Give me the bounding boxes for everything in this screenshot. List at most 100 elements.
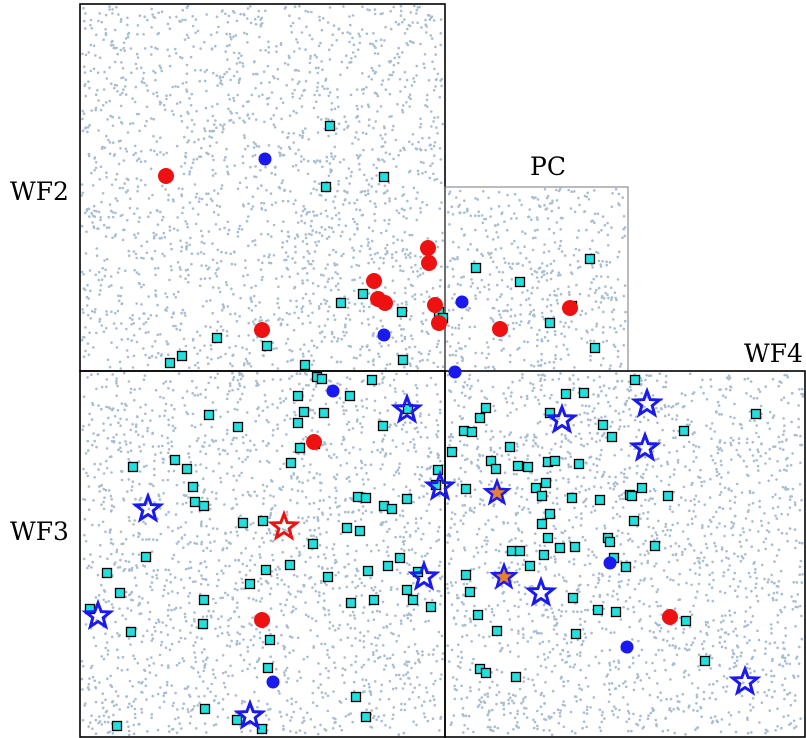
cyan-square-marker (176, 350, 188, 362)
cyan-square-marker (584, 253, 596, 265)
red-dot-marker (431, 315, 447, 331)
red-dot-marker (306, 434, 322, 450)
blue-open-star-marker (131, 491, 165, 523)
cyan-square-marker (316, 373, 328, 385)
cyan-square-marker (560, 388, 572, 400)
cyan-square-marker (566, 492, 578, 504)
cyan-square-marker (299, 359, 311, 371)
blue-open-star-marker (233, 698, 267, 730)
cyan-square-marker (402, 403, 414, 415)
blue-open-star-marker (81, 598, 115, 630)
cyan-square-marker (335, 297, 347, 309)
cyan-square-marker (549, 455, 561, 467)
cyan-square-marker (307, 538, 319, 550)
red-dot-marker (366, 273, 382, 289)
cyan-square-marker (466, 426, 478, 438)
cyan-square-marker (256, 723, 268, 735)
red-dot-marker (427, 297, 443, 313)
cyan-square-marker (189, 496, 201, 508)
cyan-square-marker (261, 340, 273, 352)
cyan-square-marker (244, 578, 256, 590)
cyan-square-marker (480, 667, 492, 679)
cyan-square-marker (203, 409, 215, 421)
cyan-square-marker (298, 406, 310, 418)
blue-open-star-marker (628, 430, 662, 462)
cyan-square-marker (397, 354, 409, 366)
cyan-square-marker (750, 408, 762, 420)
cyan-square-marker (460, 569, 472, 581)
cyan-square-marker (366, 374, 378, 386)
blue-open-star-marker (407, 559, 441, 591)
cyan-square-marker (636, 482, 648, 494)
cyan-square-marker (578, 387, 590, 399)
cyan-square-marker (260, 564, 272, 576)
blue-dot-marker (620, 640, 634, 654)
cyan-square-marker (394, 552, 406, 564)
cyan-square-marker (362, 565, 374, 577)
blue-dot-marker (603, 556, 617, 570)
cyan-square-marker (169, 454, 181, 466)
cyan-square-marker (530, 482, 542, 494)
cyan-square-marker (407, 594, 419, 606)
cyan-square-marker (594, 494, 606, 506)
cyan-square-marker (350, 691, 362, 703)
cyan-square-marker (432, 464, 444, 476)
cyan-square-marker (470, 262, 482, 274)
cyan-square-marker (460, 483, 472, 495)
cyan-square-marker (198, 500, 210, 512)
cyan-square-marker (396, 306, 408, 318)
blue-open-star-marker (545, 402, 579, 434)
orange-filled-star-marker (489, 561, 519, 590)
cyan-square-marker (573, 458, 585, 470)
cyan-square-marker (197, 618, 209, 630)
cyan-square-marker (257, 515, 269, 527)
cyan-square-marker (536, 518, 548, 530)
cyan-square-marker (626, 490, 638, 502)
cyan-square-marker (522, 461, 534, 473)
blue-dot-marker (377, 328, 391, 342)
cyan-square-marker (345, 597, 357, 609)
chip-frames (79, 3, 806, 738)
cyan-square-marker (514, 545, 526, 557)
blue-dot-marker (258, 152, 272, 166)
chip-label-wf4: WF4 (744, 339, 803, 368)
cyan-square-marker (211, 332, 223, 344)
cyan-square-marker (510, 671, 522, 683)
blue-dot-marker (326, 384, 340, 398)
background-star-field (80, 4, 805, 737)
red-dot-marker (562, 300, 578, 316)
cyan-square-marker (284, 559, 296, 571)
cyan-square-marker (629, 374, 641, 386)
cyan-square-marker (292, 417, 304, 429)
red-dot-marker (421, 255, 437, 271)
object-markers (81, 120, 762, 735)
chip-label-wf3: WF3 (10, 517, 69, 546)
cyan-square-marker (341, 522, 353, 534)
cyan-square-marker (198, 594, 210, 606)
cyan-square-marker (480, 402, 492, 414)
cyan-square-marker (544, 317, 556, 329)
cyan-square-marker (324, 120, 336, 132)
cyan-square-marker (101, 567, 113, 579)
cyan-square-marker (628, 515, 640, 527)
cyan-square-marker (401, 584, 413, 596)
cyan-square-marker (378, 171, 390, 183)
cyan-square-marker (262, 662, 274, 674)
cyan-square-marker (554, 542, 566, 554)
cyan-square-marker (140, 551, 152, 563)
chip-label-pc: PC (530, 152, 566, 181)
cyan-square-marker (401, 493, 413, 505)
cyan-square-marker (357, 288, 369, 300)
cyan-square-marker (114, 587, 126, 599)
red-dot-marker (158, 168, 174, 184)
cyan-square-marker (620, 561, 632, 573)
red-dot-marker (254, 322, 270, 338)
cyan-square-marker (604, 536, 616, 548)
cyan-square-marker (292, 390, 304, 402)
cyan-square-marker (294, 442, 306, 454)
cyan-square-marker (538, 549, 550, 561)
frame-wf4 (444, 370, 806, 738)
blue-dot-marker (448, 365, 462, 379)
cyan-square-marker (164, 357, 176, 369)
